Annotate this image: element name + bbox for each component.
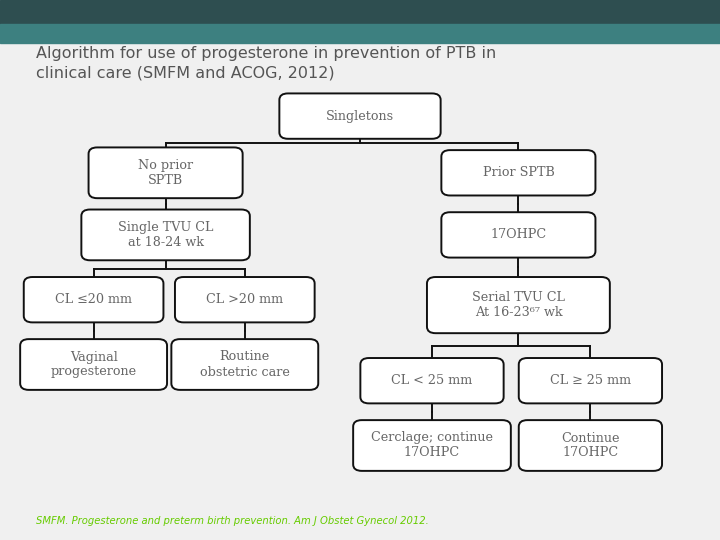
Text: SMFM. Progesterone and preterm birth prevention. Am J Obstet Gynecol 2012.: SMFM. Progesterone and preterm birth pre… <box>36 516 428 526</box>
Text: Serial TVU CL
At 16-23⁶⁷ wk: Serial TVU CL At 16-23⁶⁷ wk <box>472 291 564 319</box>
Text: Algorithm for use of progesterone in prevention of PTB in
clinical care (SMFM an: Algorithm for use of progesterone in pre… <box>36 46 496 80</box>
Text: Vaginal
progesterone: Vaginal progesterone <box>50 350 137 379</box>
Text: Continue
17OHPC: Continue 17OHPC <box>561 431 620 460</box>
Text: CL ≤20 mm: CL ≤20 mm <box>55 293 132 306</box>
Text: No prior
SPTB: No prior SPTB <box>138 159 193 187</box>
FancyBboxPatch shape <box>89 147 243 198</box>
FancyBboxPatch shape <box>360 358 503 403</box>
Text: Singletons: Singletons <box>326 110 394 123</box>
Text: Routine
obstetric care: Routine obstetric care <box>200 350 289 379</box>
FancyBboxPatch shape <box>441 212 595 258</box>
FancyBboxPatch shape <box>171 339 318 390</box>
FancyBboxPatch shape <box>279 93 441 139</box>
FancyBboxPatch shape <box>81 210 250 260</box>
Text: Cerclage; continue
17OHPC: Cerclage; continue 17OHPC <box>371 431 493 460</box>
FancyBboxPatch shape <box>24 277 163 322</box>
FancyBboxPatch shape <box>518 420 662 471</box>
FancyBboxPatch shape <box>427 277 610 333</box>
Text: CL ≥ 25 mm: CL ≥ 25 mm <box>550 374 631 387</box>
FancyBboxPatch shape <box>175 277 315 322</box>
Text: Single TVU CL
at 18-24 wk: Single TVU CL at 18-24 wk <box>118 221 213 249</box>
FancyBboxPatch shape <box>518 358 662 403</box>
Text: CL < 25 mm: CL < 25 mm <box>392 374 472 387</box>
FancyBboxPatch shape <box>353 420 510 471</box>
Text: CL >20 mm: CL >20 mm <box>206 293 284 306</box>
FancyBboxPatch shape <box>20 339 167 390</box>
Text: Prior SPTB: Prior SPTB <box>482 166 554 179</box>
Text: 17OHPC: 17OHPC <box>490 228 546 241</box>
FancyBboxPatch shape <box>441 150 595 195</box>
